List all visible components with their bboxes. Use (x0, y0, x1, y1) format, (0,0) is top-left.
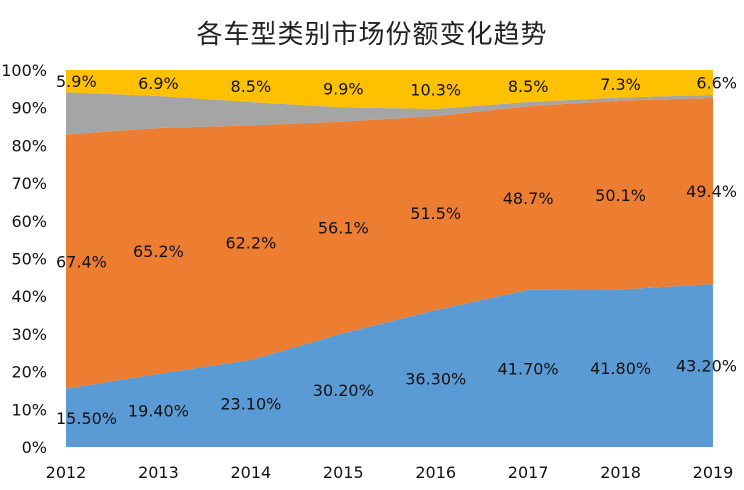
y-tick-label: 70% (11, 174, 47, 193)
data-label: 51.5% (410, 204, 461, 223)
data-label: 10.3% (410, 80, 461, 99)
chart-title: 各车型类别市场份额变化趋势 (196, 20, 548, 50)
x-tick-label: 2015 (323, 463, 364, 482)
y-tick-label: 20% (11, 363, 47, 382)
area-series-1 (66, 284, 713, 447)
y-tick-label: 60% (11, 212, 47, 231)
y-tick-label: 80% (11, 136, 47, 155)
x-tick-label: 2016 (415, 463, 456, 482)
data-label: 30.20% (313, 381, 374, 400)
data-label: 8.5% (508, 77, 549, 96)
area-series-3 (66, 92, 713, 135)
y-axis: 0% 10% 20% 30% 40% 50% 60% 70% 80% 90% 100% (1, 61, 47, 457)
y-tick-label: 90% (11, 99, 47, 118)
data-label: 56.1% (318, 218, 369, 237)
area-series-2 (66, 97, 713, 389)
data-label: 23.10% (220, 394, 281, 413)
x-tick-label: 2013 (138, 463, 179, 482)
data-label: 65.2% (133, 242, 184, 261)
y-tick-label: 40% (11, 287, 47, 306)
data-label: 5.9% (56, 72, 97, 91)
y-tick-label: 0% (22, 438, 47, 457)
data-label: 6.9% (138, 74, 179, 93)
data-label: 50.1% (595, 186, 646, 205)
y-tick-label: 10% (11, 400, 47, 419)
y-tick-label: 30% (11, 325, 47, 344)
area-layers (66, 70, 713, 447)
x-axis: 2012 2013 2014 2015 2016 2017 2018 2019 (46, 463, 734, 482)
data-label: 15.50% (56, 409, 117, 428)
x-tick-label: 2012 (46, 463, 87, 482)
data-label: 9.9% (323, 80, 364, 99)
data-label: 7.3% (600, 75, 641, 94)
data-label: 8.5% (231, 77, 272, 96)
x-tick-label: 2017 (508, 463, 549, 482)
data-label: 41.70% (498, 359, 559, 378)
data-label: 43.20% (676, 357, 737, 376)
x-tick-label: 2014 (230, 463, 271, 482)
data-label: 6.6% (696, 73, 737, 92)
data-labels: 15.50% 19.40% 23.10% 30.20% 36.30% 41.70% 41.8… (56, 72, 737, 428)
y-tick-label: 100% (1, 61, 47, 80)
x-tick-label: 2018 (600, 463, 641, 482)
data-label: 48.7% (503, 189, 554, 208)
data-label: 36.30% (405, 370, 466, 389)
data-label: 41.80% (590, 359, 651, 378)
data-label: 62.2% (225, 234, 276, 253)
area-series-4 (66, 70, 713, 109)
data-label: 67.4% (56, 253, 107, 272)
data-label: 49.4% (686, 182, 737, 201)
x-tick-label: 2019 (693, 463, 734, 482)
y-tick-label: 50% (11, 250, 47, 269)
data-label: 19.40% (128, 401, 189, 420)
